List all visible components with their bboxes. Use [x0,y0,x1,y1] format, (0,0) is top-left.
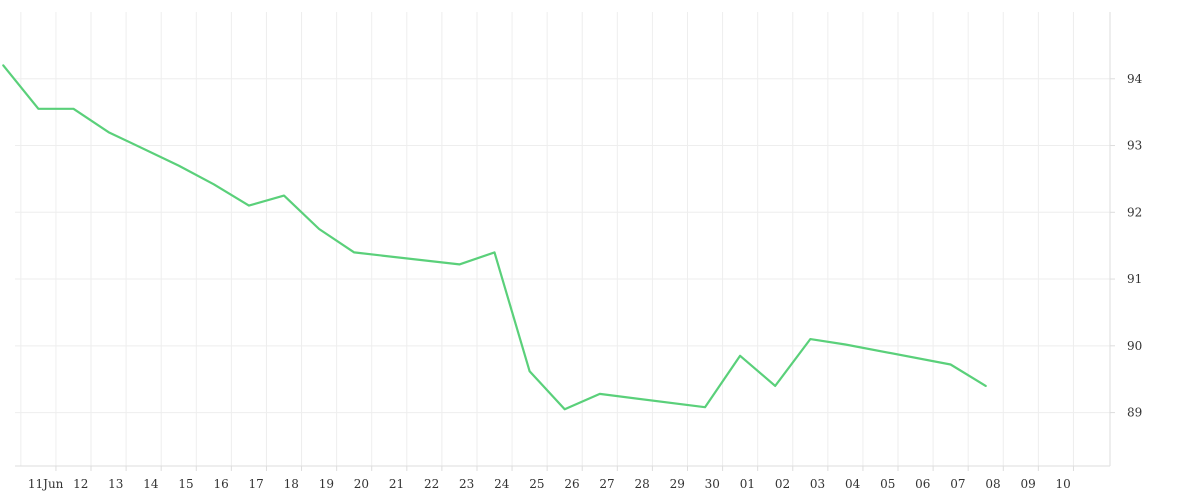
y-tick-label: 92 [1127,205,1142,219]
x-tick-label: 21 [389,477,404,491]
x-tick-label: 10 [1056,477,1071,491]
x-tick-label: 14 [143,477,159,491]
x-tick-label: 06 [915,477,930,491]
x-tick-label: 30 [705,477,720,491]
x-tick-labels: 11Jun 12 13 14 15 16 17 18 19 20 21 22 23 24 25 26 27 28 2… [28,477,1071,491]
x-tick-label: 01 [740,477,755,491]
y-tick-label: 89 [1127,406,1142,420]
x-tick-label: 04 [845,477,861,491]
series-line [2,64,987,411]
y-gridlines [15,78,1115,414]
x-tick-label: 24 [494,477,510,491]
x-tick-label: 25 [529,477,544,491]
x-tick-label: 03 [810,477,825,491]
x-gridlines [20,12,1074,471]
x-tick-label: 11Jun [28,477,64,491]
x-tick-label: 22 [424,477,439,491]
y-tick-labels: 89 90 91 92 93 94 [1127,72,1143,420]
x-tick-label: 23 [459,477,474,491]
x-tick-label: 19 [319,477,334,491]
series-group [2,64,987,411]
x-tick-label: 28 [634,477,649,491]
x-tick-label: 20 [354,477,369,491]
x-tick-label: 02 [775,477,790,491]
x-tick-label: 08 [985,477,1000,491]
x-tick-label: 18 [284,477,299,491]
x-tick-label: 17 [249,477,264,491]
x-tick-label: 12 [73,477,88,491]
x-tick-label: 05 [880,477,895,491]
y-tick-label: 94 [1127,72,1143,86]
x-tick-label: 16 [213,477,228,491]
x-tick-label: 26 [564,477,579,491]
x-tick-label: 13 [108,477,123,491]
x-tick-label: 29 [670,477,685,491]
y-tick-label: 93 [1127,139,1142,153]
y-tick-label: 91 [1127,272,1142,286]
x-tick-label: 15 [178,477,193,491]
x-tick-label: 07 [950,477,965,491]
x-tick-label: 09 [1020,477,1035,491]
y-tick-label: 90 [1127,339,1142,353]
x-tick-label: 27 [599,477,614,491]
